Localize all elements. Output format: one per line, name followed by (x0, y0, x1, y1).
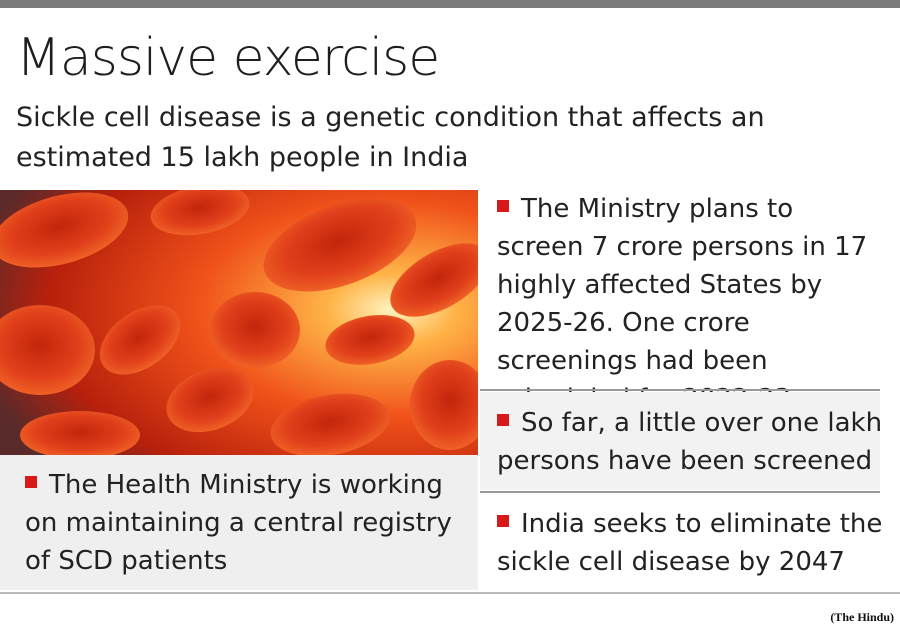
divider (480, 491, 880, 493)
point: So far, a little over one lakh persons h… (497, 404, 887, 480)
subtitle: Sickle cell disease is a genetic conditi… (16, 102, 765, 173)
bullet-marker (25, 476, 37, 488)
divider (480, 389, 880, 391)
point-text: The Ministry plans to screen 7 crore per… (497, 194, 868, 414)
bullet-text: The Health Ministry is working on mainta… (25, 470, 452, 576)
bullet-marker (497, 515, 509, 527)
bullet-marker (497, 414, 509, 426)
point-text: So far, a little over one lakh persons h… (497, 408, 883, 476)
bottom-rule (0, 592, 900, 594)
blood-cell-image (0, 190, 478, 455)
point-text: India seeks to eliminate the sickle cell… (497, 509, 883, 577)
left-bullet: The Health Ministry is working on mainta… (25, 466, 455, 580)
point: The Ministry plans to screen 7 crore per… (497, 190, 887, 418)
point-background (480, 392, 880, 490)
title: Massive exercise (16, 28, 440, 88)
bullet-marker (497, 200, 509, 212)
credit: (The Hindu) (830, 610, 894, 624)
point: India seeks to eliminate the sickle cell… (497, 505, 887, 581)
top-bar (0, 0, 900, 8)
left-panel (0, 455, 478, 590)
